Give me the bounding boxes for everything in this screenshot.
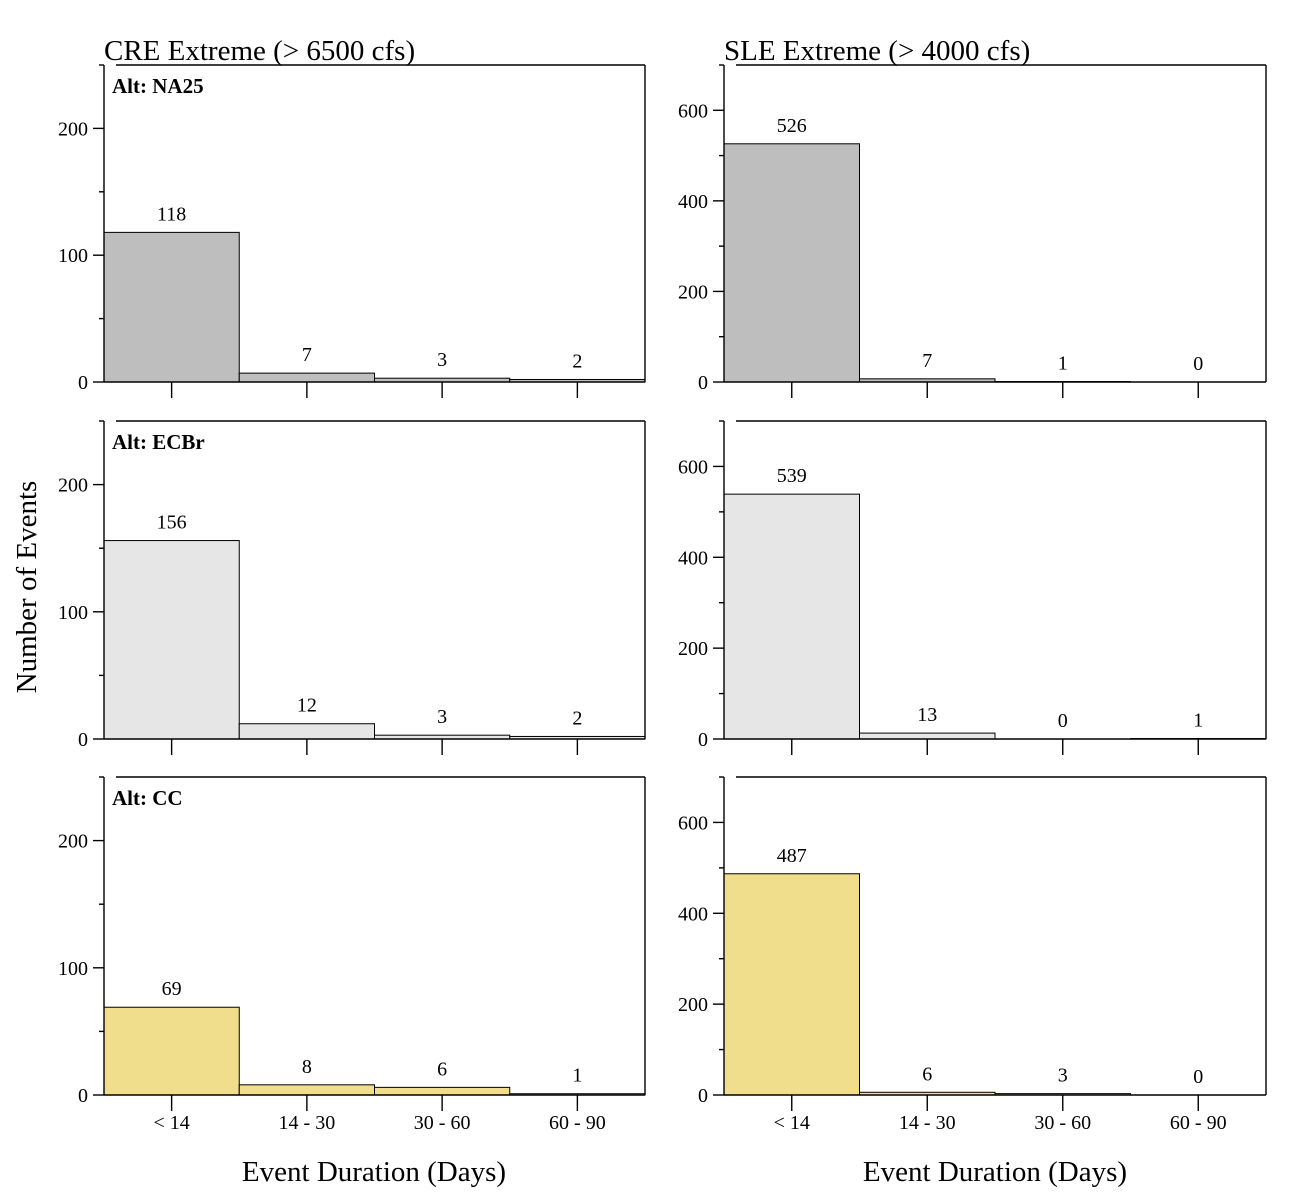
y-tick-label: 400 — [678, 191, 708, 213]
x-axis-label-left: Event Duration (Days) — [242, 1156, 506, 1188]
bar — [723, 873, 860, 1096]
y-tick-label: 600 — [678, 812, 708, 834]
x-tick-label: 14 - 30 — [279, 1112, 336, 1134]
y-tick-label: 600 — [678, 456, 708, 478]
chart-panel-5: 69 8 6 1 0 100 200 < 14 14 - 30 30 - 60 60 - 90 Alt… — [58, 776, 646, 1134]
x-tick-label: 30 - 60 — [414, 1112, 471, 1134]
y-tick-label: 0 — [78, 372, 88, 394]
y-tick-label: 600 — [678, 100, 708, 122]
bar — [723, 493, 860, 740]
chart-panel-6: 487 6 3 0 0 200 400 600 < 14 14 - 30 30 - 60 60 - 9… — [678, 776, 1267, 1134]
y-tick-label: 100 — [58, 958, 88, 980]
bar — [859, 732, 996, 740]
bar — [374, 1086, 511, 1096]
y-tick-label: 0 — [78, 729, 88, 751]
data-label: 6 — [437, 1058, 447, 1080]
y-tick-label: 200 — [58, 475, 88, 497]
y-tick-label: 200 — [678, 994, 708, 1016]
data-label: 487 — [777, 845, 807, 867]
x-tick-label: 60 - 90 — [549, 1112, 606, 1134]
y-tick-label: 400 — [678, 903, 708, 925]
data-label: 1 — [1193, 710, 1203, 732]
data-label: 69 — [162, 978, 182, 1000]
y-tick-label: 0 — [698, 729, 708, 751]
y-tick-label: 0 — [78, 1085, 88, 1107]
chart-panel-2: 526 7 1 0 0 200 400 600 — [678, 64, 1267, 398]
chart-panel-4: 539 13 0 1 0 200 400 600 — [678, 420, 1267, 755]
y-tick-label: 200 — [678, 638, 708, 660]
bar — [723, 143, 860, 383]
data-label: 526 — [777, 115, 807, 137]
panel-label: Alt: CC — [112, 786, 183, 810]
bar — [103, 1006, 240, 1096]
x-tick-label: 30 - 60 — [1034, 1112, 1091, 1134]
data-label: 7 — [922, 350, 932, 372]
x-tick-label: < 14 — [153, 1112, 189, 1134]
data-label: 3 — [437, 349, 447, 371]
data-label: 2 — [572, 707, 582, 729]
data-label: 3 — [437, 706, 447, 728]
y-tick-label: 400 — [678, 547, 708, 569]
data-label: 0 — [1058, 710, 1068, 732]
bar — [103, 540, 240, 740]
x-tick-label: 14 - 30 — [899, 1112, 956, 1134]
data-label: 539 — [777, 465, 807, 487]
y-tick-label: 200 — [58, 831, 88, 853]
chart-panel-1: 118 7 3 2 0 100 200 Alt: NA25 — [58, 64, 646, 398]
bar — [238, 1084, 375, 1096]
data-label: 6 — [922, 1063, 932, 1085]
data-label: 1 — [1058, 353, 1068, 375]
data-label: 118 — [157, 203, 186, 225]
y-tick-label: 100 — [58, 245, 88, 267]
chart-panel-3: 156 12 3 2 0 100 200 Alt: ECBr — [58, 420, 646, 755]
y-tick-label: 200 — [58, 118, 88, 140]
panel-label: Alt: NA25 — [112, 74, 204, 98]
panel-label: Alt: ECBr — [112, 430, 205, 454]
bar — [103, 231, 240, 383]
data-label: 3 — [1058, 1065, 1068, 1087]
data-label: 7 — [302, 344, 312, 366]
y-tick-label: 0 — [698, 1085, 708, 1107]
x-axis-label-right: Event Duration (Days) — [863, 1156, 1127, 1188]
x-tick-label: 60 - 90 — [1170, 1112, 1227, 1134]
data-label: 1 — [572, 1065, 582, 1087]
data-label: 0 — [1193, 353, 1203, 375]
data-label: 8 — [302, 1056, 312, 1078]
y-tick-label: 200 — [678, 281, 708, 303]
data-label: 12 — [297, 695, 317, 717]
column-title-sle: SLE Extreme (> 4000 cfs) — [724, 35, 1030, 67]
bar — [238, 372, 375, 383]
column-title-cre: CRE Extreme (> 6500 cfs) — [104, 35, 415, 67]
y-tick-label: 0 — [698, 372, 708, 394]
data-label: 2 — [572, 350, 582, 372]
x-tick-label: < 14 — [774, 1112, 810, 1134]
data-label: 156 — [157, 512, 187, 534]
bar — [238, 723, 375, 740]
data-label: 0 — [1193, 1066, 1203, 1088]
data-label: 13 — [917, 704, 937, 726]
y-axis-label: Number of Events — [11, 481, 43, 694]
y-tick-label: 100 — [58, 602, 88, 624]
